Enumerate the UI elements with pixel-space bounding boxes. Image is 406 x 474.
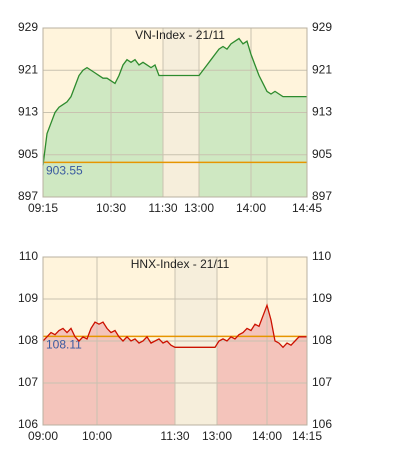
x-tick-label: 13:00 (202, 429, 232, 443)
x-tick-label: 11:30 (148, 201, 177, 215)
x-tick-label: 14:00 (252, 429, 282, 443)
y-tick-label-right: 109 (312, 291, 332, 305)
y-tick-label-right: 913 (312, 105, 332, 119)
plot-border (42, 27, 308, 198)
y-tick-label: 905 (18, 147, 38, 161)
y-tick-label: 108 (18, 333, 38, 347)
y-tick-label: 107 (18, 375, 38, 389)
y-tick-label: 897 (18, 189, 38, 203)
x-tick-label: 13:00 (184, 201, 214, 215)
y-tick-label-right: 110 (312, 249, 331, 263)
y-tick-label: 110 (19, 249, 38, 263)
reference-label: 108.11 (46, 338, 82, 352)
x-tick-label: 09:15 (28, 201, 58, 215)
x-tick-label: 10:00 (82, 429, 112, 443)
reference-label: 903.55 (46, 164, 83, 178)
y-tick-label-right: 921 (312, 62, 332, 76)
chart-title: HNX-Index - 21/11 (131, 257, 230, 271)
x-tick-label: 11:30 (160, 429, 189, 443)
x-tick-label: 09:00 (28, 429, 58, 443)
y-tick-label: 109 (18, 291, 38, 305)
chart-title: VN-Index - 21/11 (135, 28, 225, 42)
y-tick-label: 929 (18, 20, 38, 34)
y-tick-label: 106 (18, 417, 38, 431)
x-tick-label: 14:00 (236, 201, 266, 215)
y-tick-label-right: 929 (312, 20, 332, 34)
plot-border (42, 256, 308, 426)
x-tick-label: 14:15 (292, 429, 322, 443)
x-tick-label: 10:30 (96, 201, 126, 215)
y-tick-label-right: 108 (312, 333, 332, 347)
x-tick-label: 14:45 (292, 201, 322, 215)
line (42, 37, 307, 166)
y-tick-label-right: 897 (312, 189, 332, 203)
y-tick-label: 921 (18, 62, 38, 76)
y-tick-label-right: 905 (312, 147, 332, 161)
y-tick-label-right: 106 (312, 417, 332, 431)
line (42, 303, 307, 349)
y-tick-label-right: 107 (312, 375, 332, 389)
y-tick-label: 913 (18, 105, 38, 119)
